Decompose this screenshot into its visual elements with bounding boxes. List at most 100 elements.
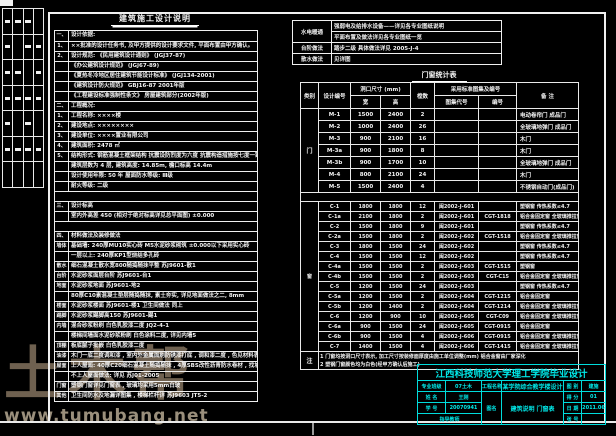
notes-row: 一、 设计依据: [55,31,257,41]
info-label: 水电暖通 [292,20,332,43]
schedule-row: C-2 1500 1800 9 闽2002-J-601 塑钢窗 传热系数≤4.7 [301,221,580,232]
strip-mark [4,45,11,49]
title-block-header: 江西科技师范大学理工学院毕业设计 [416,364,607,381]
schedule-cell: 1500 [380,291,411,302]
strip-mark [35,45,42,49]
notes-row-text: 水泥砂浆地面 苏J9601-地2 [71,283,141,289]
notes-row: 门窗 塑钢门窗详见门窗表 , 玻璃均采用5mm白玻 [55,381,257,391]
notes-row [55,191,257,201]
notes-row-no: 地面 [55,282,69,291]
schedule-cell: 1500 [380,271,411,282]
strip-row [3,85,43,112]
strip-mark [35,70,42,74]
schedule-cell: 1800 [350,241,381,252]
general-notes-table: 一、 设计依据: 1、 ××批准的设计任务书, 及甲方提供的设计要求文件, 平面布置由… [54,30,258,402]
notes-row-no [55,372,69,381]
schedule-cell: 闽2002-J-603 [434,261,479,272]
notes-row: 《建筑设计防火规范》 GBJ16-87 2001年版 [55,81,257,91]
notes-row: 一层以上: 240厚KP1型烧结多孔砖 [55,251,257,261]
schedule-cell: C-5b [318,301,351,312]
title-block-row: 专业班级 07土木 工程名称 某学院综合教学楼设计 图 别 建施 [417,380,607,392]
notes-row-no: 墙体 [55,242,69,251]
schedule-cell: 铝合金固定窗 [516,321,580,332]
notes-row-text: 建设单位: ××××置业有限公司 [71,133,149,139]
strip-row [3,9,43,35]
schedule-cell: 1400 [350,341,381,352]
notes-row-text: 混合砂浆粉刷 白色乳胶漆二度 JQ2-4-1 [71,323,170,329]
field-sheetno-value [580,413,607,425]
schedule-cell: 1200 [350,281,381,292]
schedule-cell: 24 [410,168,435,181]
title-block-row: 指导教师 张 号 [417,413,607,425]
schedule-row: M-2 1000 2400 26 全玻璃地弹门 成品门 [301,120,580,133]
schedule-row: C-4b 1500 1500 2 闽2002-J-603 CGT-C15 铝合金固定窗 全玻… [301,271,580,282]
schedule-cell: 1200 [350,311,381,322]
schedule-cell [477,120,518,133]
signature-strip [2,8,44,188]
schedule-category: 门 [300,108,319,193]
notes-row: 顶棚 板底腻子批嵌 白色乳胶漆二度 [55,341,257,351]
field-sheetno-label: 张 号 [563,413,582,425]
schedule-row: M-5 1500 2400 4 不锈钢自动门(成品门) [301,180,580,193]
notes-row-text: 《工程建设标准强制性条文》 房屋建筑部分(2002年版) [71,93,209,99]
schedule-cell: C-5a [318,291,351,302]
field-advisor-label: 指导教师 [417,413,482,425]
strip-mark [15,147,21,151]
schedule-cell: 1200 [350,291,381,302]
notes-row-text: 设计使用年限: 50 年 屋面防水等级: Ⅲ级 [71,173,173,179]
strip-mark [4,96,11,100]
schedule-row: M-3a 900 1800 8 木门 [301,144,580,157]
schedule-cell: 闽2002-J-602 [434,241,479,252]
schedule-row: M-3b 900 1700 10 全玻璃地弹门 成品门 [301,156,580,169]
schedule-cell: M-5 [318,180,351,193]
schedule-cell: 1000 [350,120,381,133]
schedule-cell: 900 [350,321,381,332]
strip-mark [25,45,31,49]
school-title: 江西科技师范大学理工学院毕业设计 [416,364,607,381]
notes-row: 内墙 混合砂浆粉刷 白色乳胶漆二度 JQ2-4-1 [55,321,257,331]
schedule-cell: M-3a [318,144,351,157]
schedule-row: C-5b 1200 1400 2 闽2002-J-604 CGT-1214 铝合金固定窗 全… [301,301,580,312]
schedule-cell: C-1a [318,211,351,222]
schedule-header-row1: 类别 设计编号 洞口尺寸 (mm) 樘数 采用标准图集及编号 备 注 [300,82,580,109]
schedule-row: C-3 1800 1500 24 闽2002-J-602 塑钢窗 传热系数≤4.7 [301,241,580,252]
schedule-cell: 闽2002-J-602 [434,231,479,242]
door-window-schedule: 类别 设计编号 洞口尺寸 (mm) 樘数 采用标准图集及编号 备 注 宽 高 图… [299,82,580,370]
schedule-row: C-4 1500 1500 12 闽2002-J-602 塑钢窗 传热系数≤4.7 [301,251,580,262]
notes-row-no [55,332,69,341]
field-drawingname-value: 建筑说明 门窗表 [501,391,564,425]
strip-mark [15,19,21,23]
schedule-cell: 木门 [516,132,580,145]
header-qty: 樘数 [410,82,435,109]
field-class-value: 07土木 [445,380,482,392]
schedule-cell: 10 [410,156,435,169]
strip-mark [4,19,11,23]
schedule-cell [434,132,479,145]
schedule-cell: 2 [410,108,435,121]
schedule-cell: 1500 [380,241,411,252]
schedule-cell: C-4b [318,271,351,282]
strip-cell [34,9,43,34]
strip-mark [4,122,11,126]
schedule-cell [477,168,518,181]
notes-row-text: 80厚C10素混凝土垫层随捣随抹, 素土夯实, 详见地面做法之二, 8mm [71,293,245,299]
strip-mark [15,96,21,100]
schedule-cell: 闽2002-J-605 [434,311,479,322]
schedule-cell: CGT-0915 [477,331,518,342]
field-sheettype-label: 图 别 [563,380,582,392]
schedule-cell: 闽2002-J-606 [434,331,479,342]
field-score-label: 得 分 [563,391,582,403]
notes-row: 室内外高差 450 (相对于绝对标高详见总平面图) ±0.000 [55,211,257,221]
notes-row: 不上人屋面做法: 详见 苏J01-2005 [55,371,257,381]
notes-row: 《办公建筑设计规范》 (JGJ67-89) [55,61,257,71]
schedule-cell: 塑钢窗 传热系数≤4.7 [516,241,580,252]
notes-row: 4、 建筑面积: 2478 ㎡ [55,141,257,151]
notes-row: 油漆 木门一底二度调和漆 , 室内外金属面刷防锈漆打底 , 调和漆二度 , 色见材… [55,351,257,361]
header-height: 高 [380,95,411,109]
schedule-row: C-6 1200 900 10 闽2002-J-605 CGT-C09 铝合金固定窗 全玻璃… [301,311,580,322]
schedule-cell: 1500 [350,231,381,242]
notes-row-text: 建筑面积: 2478 ㎡ [71,143,120,149]
notes-row-text: 设计规范: 《民用建筑设计通则》 (JGJ37-87) [71,53,186,59]
schedule-cell: 铝合金固定窗 全玻璃推拉窗 [516,231,580,242]
schedule-cell: 铝合金固定窗 全玻璃推拉窗 [516,211,580,222]
